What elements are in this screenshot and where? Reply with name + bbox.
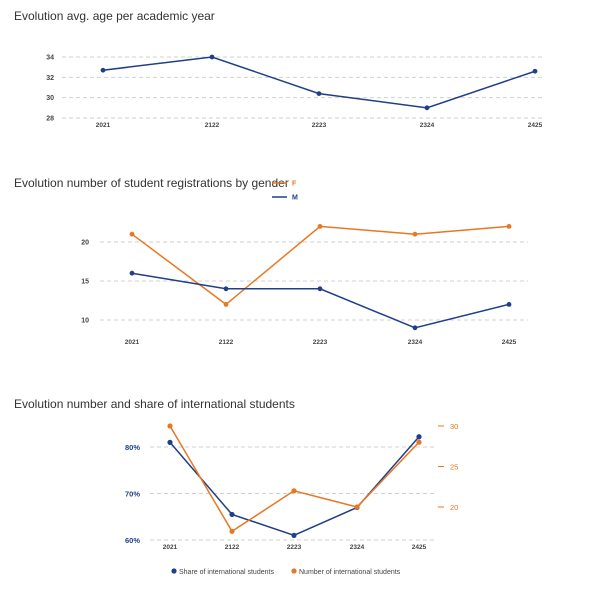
y-tick-label-right: 20 — [450, 503, 458, 512]
x-tick-label: 2122 — [219, 339, 234, 346]
data-point — [167, 423, 173, 429]
data-point — [412, 325, 418, 331]
y-tick-label-left: 60% — [125, 536, 140, 545]
x-tick-label: 2122 — [225, 544, 240, 551]
chart-title-registrations: Evolution number of student registration… — [14, 176, 289, 190]
y-tick-label-right: 25 — [450, 463, 458, 472]
data-point — [317, 286, 323, 292]
data-point — [506, 224, 512, 229]
data-point — [129, 231, 135, 237]
x-tick-label: 2425 — [528, 122, 543, 129]
x-tick-label: 2122 — [205, 122, 220, 129]
x-tick-label: 2425 — [502, 339, 517, 346]
data-point — [100, 67, 106, 73]
legend-label: Share of international students — [179, 569, 274, 576]
data-point — [223, 286, 229, 292]
y-tick-label: 28 — [46, 116, 54, 123]
data-point — [209, 54, 215, 60]
chart-title-international: Evolution number and share of internatio… — [14, 397, 295, 411]
y-tick-label: 10 — [81, 318, 89, 325]
y-tick-label: 15 — [81, 279, 89, 286]
legend-swatch — [171, 568, 177, 574]
data-point — [506, 302, 512, 307]
x-tick-label: 2324 — [420, 122, 435, 129]
x-tick-label: 2425 — [412, 544, 427, 551]
data-point — [167, 439, 173, 445]
x-tick-label: 2021 — [125, 339, 140, 346]
data-point — [223, 302, 229, 307]
data-point — [354, 504, 360, 510]
x-tick-label: 2223 — [313, 339, 328, 346]
x-tick-label: 2223 — [287, 544, 302, 551]
x-tick-label: 2324 — [408, 339, 423, 346]
y-tick-label: 34 — [46, 55, 54, 62]
x-tick-label: 2223 — [312, 122, 327, 129]
data-point — [532, 68, 538, 74]
y-tick-label: 32 — [46, 75, 54, 82]
legend-label: Number of international students — [299, 569, 401, 576]
chart-title-avg-age: Evolution avg. age per academic year — [14, 9, 215, 23]
x-tick-label: 2324 — [350, 544, 365, 551]
data-point — [317, 224, 323, 229]
data-point — [129, 270, 135, 276]
series-line-f — [131, 225, 510, 306]
y-tick-label: 20 — [81, 240, 89, 247]
legend-label: F — [292, 181, 297, 188]
y-tick-label-left: 80% — [125, 443, 140, 452]
data-point — [416, 434, 422, 440]
x-tick-label: 2021 — [96, 122, 111, 129]
data-point — [229, 528, 235, 534]
data-point — [416, 439, 422, 445]
legend-swatch — [291, 568, 297, 574]
data-point — [291, 488, 297, 494]
x-tick-label: 2021 — [163, 544, 178, 551]
data-point — [412, 231, 418, 237]
y-tick-label: 30 — [46, 95, 54, 102]
y-tick-label-left: 70% — [125, 490, 140, 499]
y-tick-label-right: 30 — [450, 422, 458, 431]
legend-label: M — [292, 195, 298, 202]
data-point — [316, 91, 322, 96]
data-point — [291, 532, 297, 538]
data-point — [424, 105, 430, 111]
series-line-share — [169, 436, 420, 537]
series-line-avg-age — [102, 56, 536, 109]
data-point — [229, 511, 235, 518]
